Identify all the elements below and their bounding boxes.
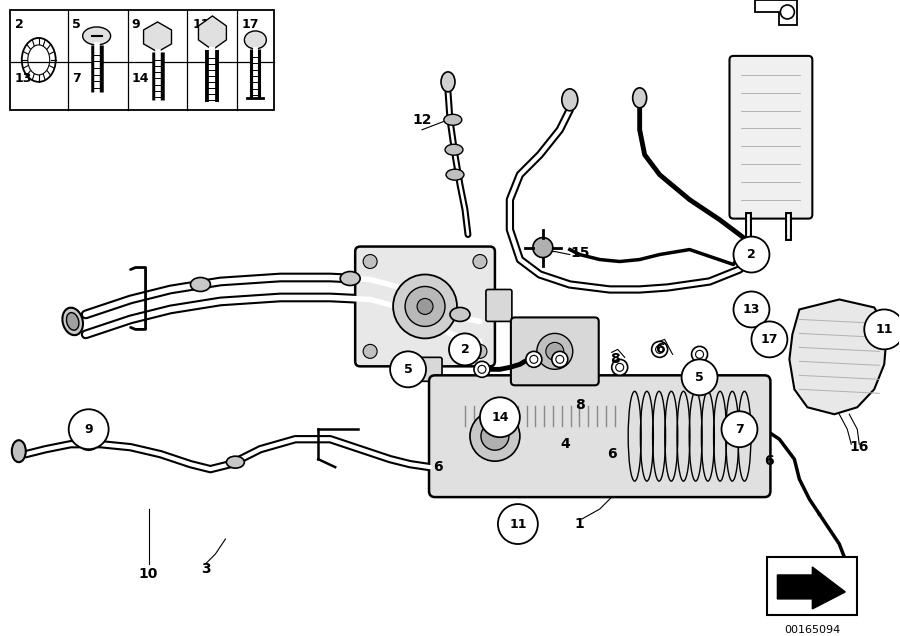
Text: 00165094: 00165094	[784, 625, 841, 635]
Circle shape	[612, 359, 627, 375]
Ellipse shape	[633, 88, 646, 108]
Ellipse shape	[12, 440, 26, 462]
Text: 7: 7	[735, 423, 744, 436]
Text: 5: 5	[72, 18, 80, 31]
Text: 6: 6	[655, 342, 664, 356]
Circle shape	[552, 351, 568, 368]
Polygon shape	[778, 567, 845, 609]
Text: 2: 2	[14, 18, 23, 31]
Text: 5: 5	[404, 363, 412, 376]
Ellipse shape	[340, 272, 360, 286]
Ellipse shape	[80, 438, 97, 450]
Circle shape	[470, 411, 520, 461]
Ellipse shape	[191, 277, 211, 291]
Text: 14: 14	[491, 411, 508, 424]
Ellipse shape	[450, 307, 470, 321]
Circle shape	[417, 298, 433, 314]
Text: 14: 14	[131, 72, 149, 85]
Circle shape	[545, 342, 563, 361]
Text: 16: 16	[850, 440, 868, 454]
Text: 6: 6	[765, 454, 774, 468]
Text: 17: 17	[241, 18, 259, 31]
Text: 9: 9	[131, 18, 140, 31]
Text: 15: 15	[570, 245, 590, 259]
Circle shape	[480, 398, 520, 437]
Ellipse shape	[227, 456, 245, 468]
Circle shape	[481, 422, 508, 450]
Text: 2: 2	[747, 248, 756, 261]
Text: 3: 3	[201, 562, 211, 576]
Circle shape	[473, 344, 487, 358]
Circle shape	[734, 237, 770, 272]
FancyBboxPatch shape	[486, 289, 512, 321]
Ellipse shape	[445, 144, 463, 155]
Circle shape	[536, 333, 572, 370]
FancyBboxPatch shape	[429, 375, 770, 497]
Circle shape	[364, 344, 377, 358]
Polygon shape	[144, 22, 172, 52]
Polygon shape	[789, 300, 887, 414]
Circle shape	[864, 310, 900, 349]
Text: 8: 8	[610, 352, 619, 366]
Text: 11: 11	[193, 18, 210, 31]
Text: 7: 7	[72, 72, 80, 85]
FancyBboxPatch shape	[768, 557, 858, 615]
Text: 6: 6	[433, 460, 443, 474]
Ellipse shape	[446, 169, 464, 180]
Circle shape	[752, 321, 788, 357]
FancyBboxPatch shape	[511, 317, 598, 385]
Ellipse shape	[744, 247, 759, 268]
Circle shape	[681, 359, 717, 396]
Text: 11: 11	[876, 323, 893, 336]
Circle shape	[68, 409, 109, 449]
Text: 9: 9	[85, 423, 93, 436]
Circle shape	[474, 361, 490, 377]
FancyBboxPatch shape	[403, 357, 442, 382]
Circle shape	[734, 291, 770, 328]
Text: 5: 5	[695, 371, 704, 384]
Circle shape	[652, 342, 668, 357]
FancyBboxPatch shape	[730, 56, 813, 219]
Circle shape	[393, 275, 457, 338]
Circle shape	[526, 351, 542, 368]
Text: 8: 8	[575, 398, 585, 412]
Circle shape	[364, 254, 377, 268]
Text: 11: 11	[509, 518, 526, 530]
Circle shape	[722, 411, 758, 447]
FancyBboxPatch shape	[10, 10, 274, 110]
Ellipse shape	[562, 89, 578, 111]
Text: 17: 17	[760, 333, 778, 346]
Circle shape	[691, 347, 707, 363]
Text: 1: 1	[575, 517, 585, 531]
Ellipse shape	[441, 72, 455, 92]
Text: 13: 13	[742, 303, 760, 316]
Text: 2: 2	[461, 343, 469, 356]
Text: 12: 12	[412, 113, 432, 127]
Polygon shape	[199, 16, 227, 50]
Circle shape	[449, 333, 481, 365]
Text: 6: 6	[607, 447, 616, 461]
Ellipse shape	[67, 313, 79, 330]
Circle shape	[533, 238, 553, 258]
Ellipse shape	[245, 31, 266, 49]
Circle shape	[405, 286, 445, 326]
Text: 10: 10	[139, 567, 158, 581]
Ellipse shape	[444, 114, 462, 125]
Circle shape	[498, 504, 538, 544]
Ellipse shape	[62, 308, 83, 335]
Ellipse shape	[83, 27, 111, 45]
Text: 13: 13	[14, 72, 32, 85]
FancyBboxPatch shape	[356, 247, 495, 366]
Circle shape	[390, 351, 426, 387]
Circle shape	[473, 254, 487, 268]
Text: 4: 4	[560, 437, 570, 451]
